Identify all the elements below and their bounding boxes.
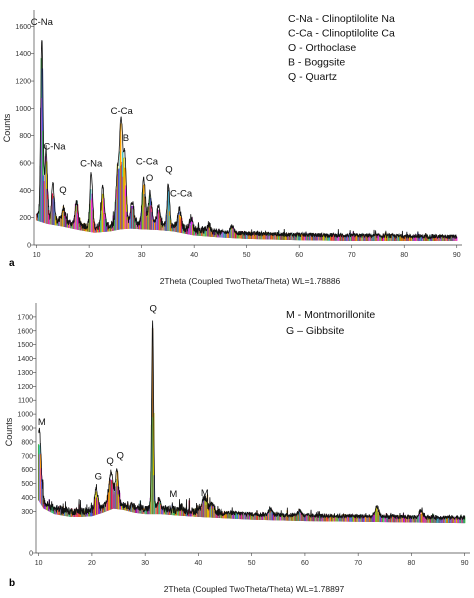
y-tick-label: 1000: [15, 106, 31, 113]
peak-label: C-Ca: [111, 106, 134, 117]
x-ticks: 10 20 30 40 50 60 70 80 90: [33, 245, 461, 259]
x-tick-label: 90: [461, 560, 469, 567]
y-tick-label: 800: [19, 133, 31, 140]
peak-annotations: C-Na C-Na Q C-Na C-Ca B C-Ca O Q C-Ca: [31, 17, 193, 199]
peak-label: O: [146, 173, 153, 184]
peak-label: Q: [106, 456, 113, 467]
y-tick-label: 600: [21, 467, 33, 474]
y-tick-label: 900: [21, 426, 33, 433]
x-axis-label: 2Theta (Coupled TwoTheta/Theta) WL=1.788…: [160, 276, 341, 286]
y-tick-label: 400: [21, 495, 33, 502]
x-tick-label: 90: [453, 252, 461, 259]
y-tick-label: 200: [19, 215, 31, 222]
legend-entry: B - Boggsite: [288, 57, 345, 69]
phase-color-bars: [37, 328, 466, 524]
diffractogram-line: [36, 40, 458, 240]
x-tick-label: 50: [248, 560, 256, 567]
legend-entry: C-Na - Clinoptilolite Na: [288, 13, 395, 25]
y-ticks: 0 300 400 500 600 700 800 900 1000 1100 1200 1300 14…: [17, 314, 36, 558]
legend-entry: G – Gibbsite: [286, 325, 345, 337]
y-axis-label: Counts: [2, 113, 12, 142]
peak-label: C-Ca: [170, 188, 193, 199]
peak-label: M: [38, 417, 46, 428]
y-tick-label: 1400: [17, 356, 33, 363]
y-tick-label: 1100: [18, 398, 33, 405]
peak-label: G: [95, 471, 102, 482]
x-tick-label: 30: [141, 560, 149, 567]
x-tick-label: 10: [35, 560, 43, 567]
y-tick-label: 1600: [15, 24, 31, 31]
x-tick-label: 40: [195, 560, 203, 567]
y-axis-label: Counts: [4, 417, 14, 446]
x-tick-label: 60: [301, 560, 309, 567]
peak-label: C-Na: [31, 17, 54, 28]
panel-label-a: a: [9, 258, 15, 269]
y-tick-label: 600: [19, 161, 31, 168]
legend-entry: O - Orthoclase: [288, 42, 356, 54]
y-tick-label: 1200: [17, 384, 33, 391]
y-tick-label: 1300: [17, 370, 33, 377]
x-axis-label: 2Theta (Coupled TwoTheta/Theta) WL=1.788…: [164, 584, 345, 594]
y-tick-label: 1600: [17, 328, 33, 335]
peak-label: Q: [59, 185, 66, 196]
x-tick-label: 20: [88, 560, 96, 567]
y-tick-label: 1000: [17, 412, 33, 419]
panel-label-b: b: [9, 578, 15, 589]
diffractogram-line: [38, 320, 466, 521]
legend: C-Na - Clinoptilolite Na C-Ca - Clinoptil…: [288, 13, 395, 83]
x-tick-label: 30: [138, 252, 146, 259]
peak-label: C-Na: [80, 158, 103, 169]
peak-label: M: [201, 488, 209, 499]
y-tick-label: 800: [21, 439, 33, 446]
chart-panel-a: 10 20 30 40 50 60 70 80 90 0 200 400 600 800 1000 1200…: [2, 10, 462, 286]
y-tick-label: 1200: [15, 79, 31, 86]
peak-label: C-Ca: [136, 156, 159, 167]
peak-label: Q: [165, 165, 172, 176]
y-tick-label: 0: [27, 243, 31, 250]
x-tick-label: 70: [348, 252, 356, 259]
x-tick-label: 80: [400, 252, 408, 259]
y-tick-label: 1500: [17, 342, 33, 349]
y-tick-label: 300: [21, 509, 33, 516]
x-tick-label: 10: [33, 252, 41, 259]
x-ticks: 10 20 30 40 50 60 70 80 90: [35, 553, 469, 567]
x-tick-label: 40: [190, 252, 198, 259]
x-tick-label: 20: [85, 252, 93, 259]
legend-entry: M - Montmorillonite: [286, 309, 375, 321]
y-tick-label: 0: [29, 551, 33, 558]
peak-label: M: [169, 489, 177, 500]
peak-label: C-Na: [43, 141, 66, 152]
x-tick-label: 50: [243, 252, 251, 259]
y-tick-label: 1700: [17, 314, 33, 321]
peak-label: Q: [149, 303, 156, 314]
y-tick-label: 500: [21, 481, 33, 488]
y-tick-label: 700: [21, 453, 33, 460]
legend: M - Montmorillonite G – Gibbsite: [286, 309, 375, 337]
x-tick-label: 60: [295, 252, 303, 259]
phase-color-bars: [35, 58, 458, 241]
peak-label: Q: [116, 451, 123, 462]
y-tick-label: 1400: [15, 51, 31, 58]
x-tick-label: 70: [354, 560, 362, 567]
legend-entry: Q - Quartz: [288, 71, 337, 83]
chart-panel-b: 10 20 30 40 50 60 70 80 90 0 300 400 500 600 700 800 90…: [4, 303, 470, 594]
legend-entry: C-Ca - Clinoptilolite Ca: [288, 28, 395, 40]
y-ticks: 0 200 400 600 800 1000 1200 1400 1600: [15, 24, 34, 250]
peak-label: B: [123, 133, 129, 144]
y-tick-label: 400: [19, 188, 31, 195]
x-tick-label: 80: [408, 560, 416, 567]
